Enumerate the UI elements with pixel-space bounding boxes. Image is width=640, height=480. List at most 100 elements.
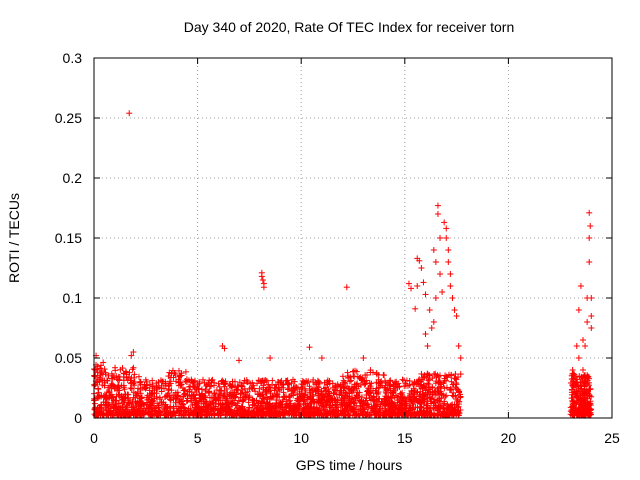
data-point: [193, 397, 200, 404]
data-point: [149, 382, 156, 389]
data-point: [384, 394, 391, 401]
data-point: [430, 247, 437, 253]
data-point: [282, 412, 289, 419]
data-point: [435, 403, 442, 410]
data-point: [348, 405, 355, 412]
data-point: [103, 389, 110, 396]
data-point: [263, 390, 270, 397]
data-point: [422, 391, 429, 398]
data-point: [91, 382, 98, 389]
data-point: [447, 271, 454, 277]
data-point: [438, 383, 445, 390]
data-point: [130, 403, 137, 410]
data-point: [121, 395, 128, 402]
data-point: [149, 398, 156, 405]
data-point: [210, 382, 217, 389]
data-point: [286, 393, 293, 400]
data-point: [132, 411, 139, 418]
data-point: [445, 259, 452, 265]
y-tick-labels: 0 0.05 0.1 0.15 0.2 0.25 0.3: [55, 50, 82, 426]
data-point: [215, 397, 222, 404]
data-point: [256, 385, 263, 392]
data-point: [432, 259, 439, 265]
data-point: [276, 386, 283, 393]
data-point: [579, 400, 586, 407]
data-point: [131, 371, 138, 378]
data-point: [150, 397, 157, 404]
data-point: [428, 395, 435, 402]
data-point: [110, 412, 117, 419]
data-point: [352, 395, 359, 402]
data-point: [424, 380, 431, 387]
data-point: [218, 387, 225, 394]
data-point: [453, 385, 460, 392]
data-point: [236, 357, 243, 364]
data-point: [359, 374, 366, 381]
data-point: [191, 377, 198, 384]
data-point: [452, 375, 459, 382]
data-point: [165, 373, 172, 380]
data-point: [424, 402, 431, 409]
data-point: [210, 394, 217, 401]
data-point: [577, 392, 584, 399]
x-tick-label: 15: [397, 430, 413, 446]
data-point: [332, 397, 339, 404]
data-point: [285, 385, 292, 392]
data-point: [438, 395, 445, 402]
data-point: [375, 389, 382, 396]
data-point: [445, 247, 452, 253]
data-point: [437, 271, 444, 277]
data-point: [573, 343, 580, 349]
data-point: [134, 405, 141, 412]
data-point: [575, 409, 582, 416]
data-point: [239, 412, 246, 419]
data-point: [339, 373, 346, 380]
data-point: [312, 389, 319, 396]
data-point: [397, 402, 404, 409]
data-point: [97, 370, 104, 377]
data-point: [280, 381, 287, 388]
data-point: [126, 408, 133, 415]
data-point: [347, 373, 354, 380]
data-point: [249, 385, 256, 392]
data-point: [264, 384, 271, 391]
data-point: [254, 411, 261, 418]
data-point: [143, 401, 150, 408]
data-point: [281, 393, 288, 400]
data-point: [112, 367, 119, 374]
data-point: [323, 410, 330, 417]
data-point: [128, 385, 135, 392]
x-tick-label: 10: [293, 430, 309, 446]
data-point: [275, 402, 282, 409]
data-point: [420, 279, 427, 286]
data-point: [453, 396, 460, 403]
data-point: [450, 408, 457, 415]
data-point: [162, 402, 169, 409]
data-point: [371, 397, 378, 404]
data-point: [457, 371, 464, 378]
data-point: [441, 400, 448, 407]
data-point: [447, 385, 454, 392]
data-point: [182, 368, 189, 375]
data-point: [343, 284, 350, 291]
data-point: [449, 405, 456, 412]
data-point: [102, 371, 109, 378]
data-point: [340, 384, 347, 391]
data-point: [570, 412, 577, 419]
data-point: [116, 392, 123, 399]
data-point: [453, 313, 460, 319]
data-point: [120, 373, 127, 380]
data-point: [363, 402, 370, 409]
data-point: [141, 405, 148, 412]
data-point: [105, 384, 112, 391]
axis-ticks: [93, 57, 613, 419]
data-point: [313, 380, 320, 387]
data-point: [449, 295, 456, 301]
data-point: [422, 331, 429, 337]
data-point: [318, 388, 325, 395]
data-point: [215, 380, 222, 387]
data-point: [325, 388, 332, 395]
data-point: [586, 235, 593, 241]
data-point: [185, 377, 192, 384]
